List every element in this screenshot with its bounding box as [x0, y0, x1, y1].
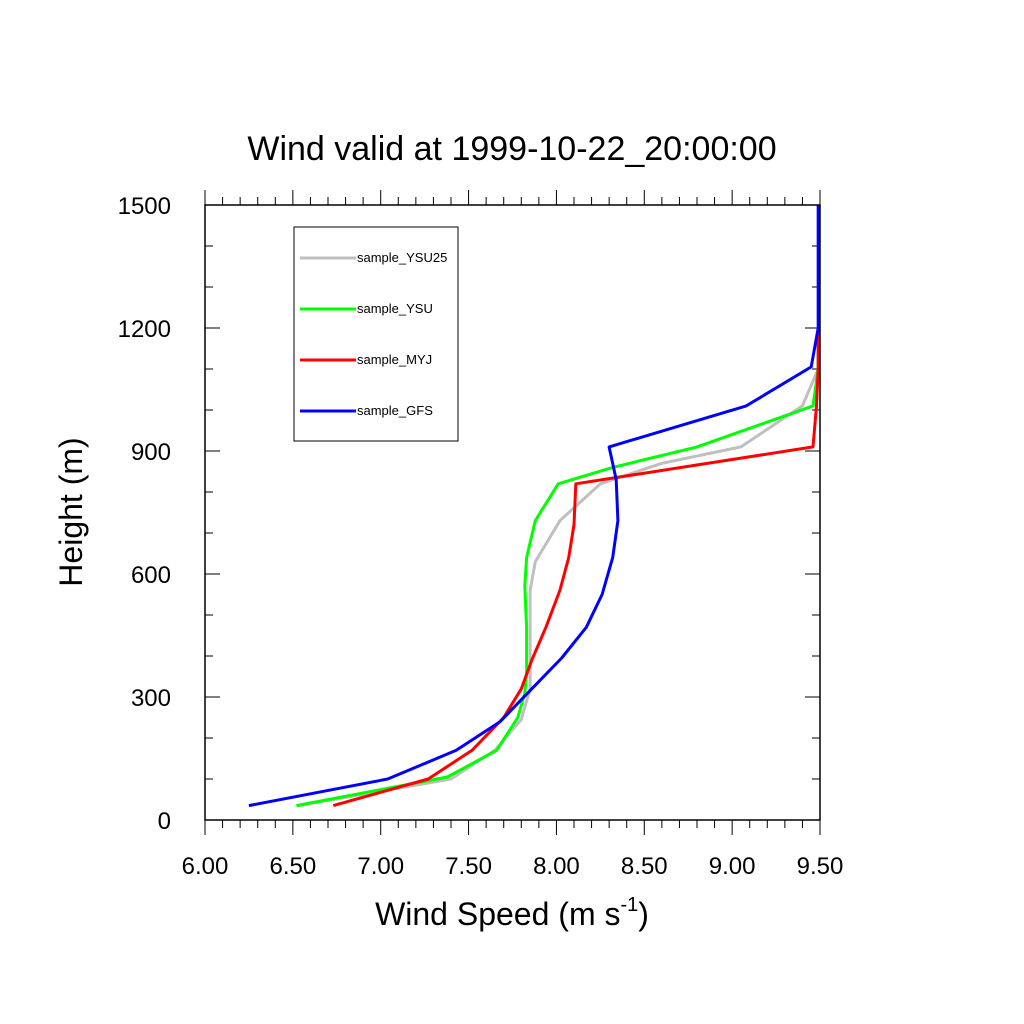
series-line-sample-ysu25 — [297, 205, 820, 808]
plot-frame — [204, 204, 821, 821]
series-line-sample-ysu — [296, 328, 820, 808]
x-axis-title-tail: ) — [638, 896, 649, 932]
legend-box — [293, 226, 459, 442]
legend-label: sample_GFS — [357, 403, 433, 418]
y-tick-label: 300 — [131, 685, 171, 712]
y-tick-label: 1500 — [118, 193, 171, 220]
legend-label: sample_MYJ — [357, 352, 432, 367]
x-tick-label: 8.00 — [533, 853, 580, 880]
legend: sample_YSU25 sample_YSU sample_MYJ sample_G… — [293, 226, 459, 442]
x-tick-label: 6.50 — [269, 853, 316, 880]
chart-title: Wind valid at 1999-10-22_20:00:00 — [247, 130, 776, 168]
y-tick-label: 900 — [131, 439, 171, 466]
series-line-sample-gfs — [248, 205, 820, 808]
y-axis-title: Height (m) — [53, 437, 89, 586]
x-tick-label: 9.50 — [797, 853, 844, 880]
x-axis-title: Wind Speed (m s-1) — [375, 894, 649, 932]
legend-label: sample_YSU25 — [357, 250, 447, 265]
x-tick-label: 7.50 — [445, 853, 492, 880]
x-tick-label: 9.00 — [709, 853, 756, 880]
x-tick-label: 6.00 — [182, 853, 229, 880]
series-lines — [248, 205, 820, 808]
series-line-sample-myj — [332, 328, 820, 808]
x-tick-label: 8.50 — [621, 853, 668, 880]
y-tick-label: 1200 — [118, 316, 171, 343]
x-tick-label: 7.00 — [357, 853, 404, 880]
axis-tick-labels: 6.00 6.50 7.00 7.50 8.00 8.50 9.00 9.50 0 300 600 9… — [118, 193, 844, 880]
legend-label: sample_YSU — [357, 301, 433, 316]
y-tick-label: 600 — [131, 562, 171, 589]
x-axis-title-superscript: -1 — [620, 894, 638, 916]
y-tick-label: 0 — [158, 808, 171, 835]
